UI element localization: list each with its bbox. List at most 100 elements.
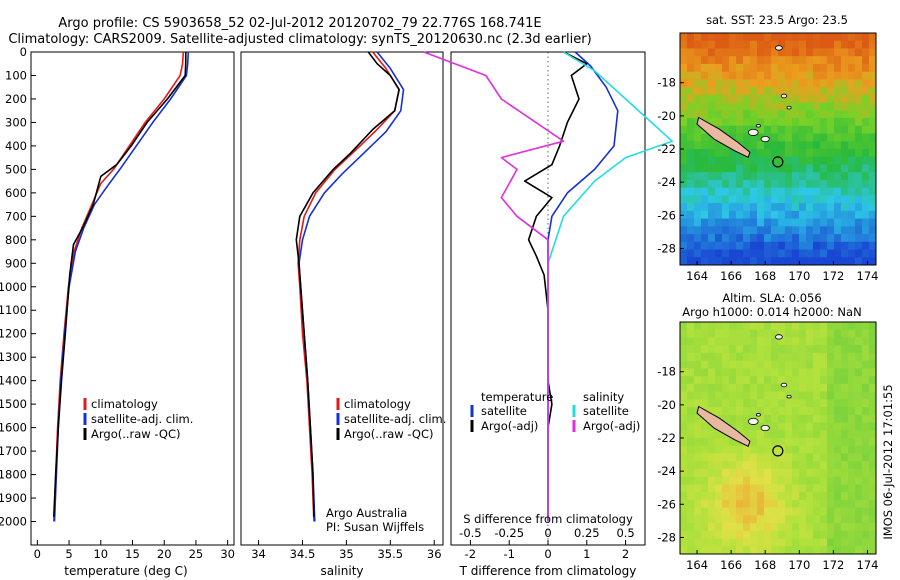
heatmap-cell [701,546,709,555]
heatmap-cell [680,40,688,49]
heatmap-cell [750,48,758,57]
heatmap-cell [841,118,849,127]
heatmap-cell [778,438,786,447]
heatmap-cell [799,376,807,385]
heatmap-cell [799,445,807,454]
heatmap-cell [799,149,807,158]
heatmap-cell [862,179,870,189]
x-tick-label: 10 [93,547,108,561]
heatmap-cell [869,376,877,385]
heatmap-cell [729,352,737,362]
heatmap-cell [701,468,709,478]
heatmap-cell [792,187,800,196]
heatmap-cell [834,79,842,88]
heatmap-cell [722,546,730,555]
heatmap-cell [764,149,772,158]
heatmap-cell [736,546,744,555]
heatmap-cell [813,422,821,431]
heatmap-cell [757,407,765,416]
heatmap-cell [743,391,751,400]
heatmap-cell [722,118,730,127]
heatmap-cell [764,523,772,532]
heatmap-cell [715,430,723,439]
heatmap-cell [687,79,695,88]
heatmap-cell [792,422,800,431]
heatmap-cell [715,530,723,539]
heatmap-cell [743,422,751,431]
y-tick-label: 1300 [0,350,27,364]
heatmap-cell [771,87,779,96]
heatmap-cell [694,376,702,385]
heatmap-cell [855,360,863,369]
heatmap-cell [855,156,863,165]
heatmap-cell [834,48,842,57]
heatmap-cell [806,63,814,73]
heatmap-cell [680,48,688,57]
heatmap-cell [862,110,870,119]
heatmap-cell [715,71,723,80]
heatmap-cell [757,195,765,204]
heatmap-cell [848,241,856,250]
heatmap-cell [743,71,751,80]
heatmap-cell [722,87,730,96]
heatmap-cell [680,337,688,346]
heatmap-cell [806,453,814,462]
heatmap-cell [771,368,779,377]
heatmap-cell [869,149,877,158]
heatmap-cell [855,87,863,96]
sla-map-title-line1: Altim. SLA: 0.056 [722,291,821,305]
heatmap-cell [743,453,751,462]
heatmap-cell [750,218,758,227]
heatmap-cell [701,484,709,493]
heatmap-cell [736,56,744,65]
heatmap-cell [813,453,821,462]
heatmap-cell [757,187,765,196]
heatmap-cell [799,257,807,266]
heatmap-cell [736,172,744,181]
heatmap-cell [729,79,737,88]
heatmap-cell [687,164,695,173]
heatmap-cell [778,499,786,508]
heatmap-cell [715,445,723,454]
sla-coastline [696,334,792,457]
salinity-lines [295,51,405,522]
heatmap-cell [813,241,821,250]
heatmap-cell [785,48,793,57]
heatmap-cell [708,210,716,219]
heatmap-cell [869,337,877,346]
heatmap-cell [841,422,849,431]
heatmap-cell [736,360,744,369]
heatmap-cell [701,249,709,258]
heatmap-cell [722,241,730,250]
heatmap-cell [764,156,772,165]
heatmap-cell [680,94,688,103]
heatmap-cell [771,337,779,346]
temperature-xlabel: temperature (deg C) [64,564,187,578]
heatmap-cell [750,241,758,250]
heatmap-cell [862,523,870,532]
heatmap-cell [778,102,786,111]
heatmap-cell [771,352,779,362]
new-caledonia-landmass [696,405,751,447]
heatmap-cell [841,210,849,219]
heatmap-cell [813,203,821,212]
heatmap-cell [827,368,835,377]
heatmap-cell [848,156,856,165]
s-tick-label: 0.25 [574,526,600,540]
heatmap-cell [750,94,758,103]
heatmap-cell [687,226,695,235]
heatmap-cell [736,499,744,508]
heatmap-cell [778,422,786,431]
heatmap-cell [771,360,779,369]
heatmap-cell [680,391,688,400]
heatmap-cell [848,484,856,493]
heatmap-cell [708,48,716,57]
heatmap-cell [701,515,709,524]
heatmap-cell [757,329,765,338]
heatmap-cell [743,226,751,235]
lat-tick-label: -18 [657,76,676,90]
heatmap-cell [862,187,870,196]
y-tick-label: 1600 [0,421,27,435]
heatmap-cell [806,94,814,103]
heatmap-cell [820,499,828,508]
